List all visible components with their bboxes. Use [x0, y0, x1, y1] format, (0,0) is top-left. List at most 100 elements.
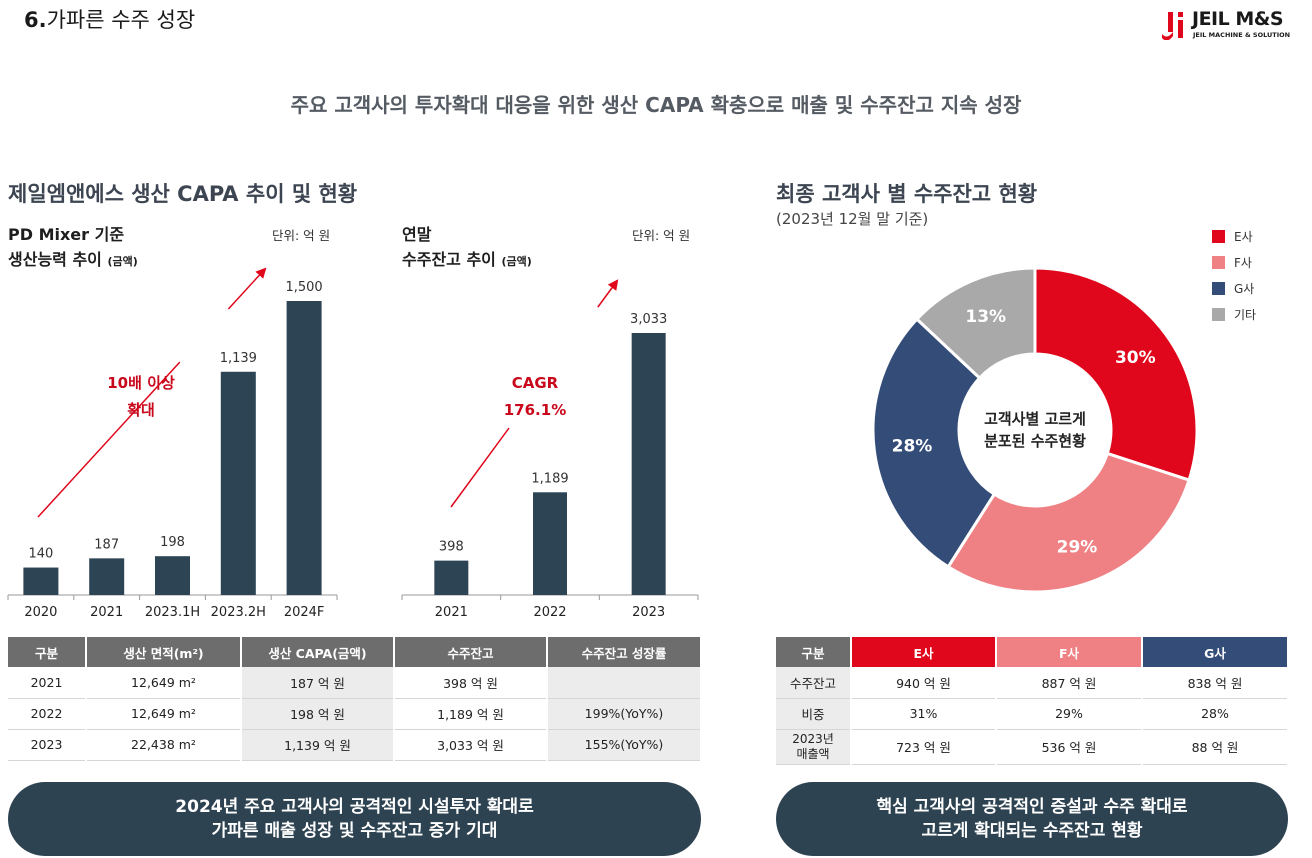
- capa-chart-unit: 단위: 억 원: [272, 228, 331, 243]
- left-section-title: 제일엠앤에스 생산 CAPA 추이 및 현황: [8, 182, 358, 206]
- section-title: 가파른 수주 성장: [46, 8, 196, 32]
- bar-value-label: 398: [439, 540, 464, 555]
- growth-arrow-icon: [37, 267, 267, 518]
- table-cell: 비중: [776, 698, 852, 730]
- table-cell: 199%(YoY%): [547, 698, 702, 730]
- capa-table: 구분 생산 면적(m²) 생산 CAPA(금액) 수주잔고 수주잔고 성장률 2…: [8, 637, 702, 761]
- right-section-subtitle: (2023년 12월 말 기준): [776, 210, 929, 228]
- page-title: 6.가파른 수주 성장: [24, 4, 195, 34]
- donut-chart: 30% 29% 28% 13% 고객사별 고르게 분포된 수주현황: [871, 266, 1199, 594]
- donut-center-line2: 분포된 수주현황: [984, 432, 1086, 450]
- legend-swatch: [1212, 308, 1225, 321]
- table-cell: 22,438 m²: [86, 729, 242, 761]
- legend-swatch: [1212, 282, 1225, 295]
- table-row: 수주잔고 940 억 원 887 억 원 838 억 원: [776, 667, 1289, 699]
- right-summary-pill: 핵심 고객사의 공격적인 증설과 수주 확대로 고르게 확대되는 수주잔고 현황: [776, 782, 1288, 856]
- bar-2022: [533, 492, 567, 595]
- legend-swatch: [1212, 256, 1225, 269]
- capa-table-header-row: 구분 생산 면적(m²) 생산 CAPA(금액) 수주잔고 수주잔고 성장률: [8, 637, 702, 667]
- bar-2021: [434, 560, 469, 595]
- bar-value-label: 198: [160, 535, 185, 550]
- bar-value-label: 140: [28, 547, 53, 562]
- donut-slice-G사: [871, 316, 997, 569]
- table-cell: 187 억 원: [241, 667, 395, 699]
- logo-mark-icon: [1162, 12, 1183, 40]
- logo-name: JEIL M&S: [1192, 8, 1284, 30]
- growth-annotation: CAGR: [512, 374, 559, 392]
- table-cell: 723 억 원: [851, 729, 997, 765]
- customer-table-header: F사: [996, 637, 1143, 667]
- capa-table-header: 구분: [8, 637, 87, 667]
- table-cell: 2021: [8, 667, 87, 699]
- x-tick-label: 2023: [632, 605, 665, 620]
- slice-percent-label: 29%: [1057, 538, 1098, 558]
- table-cell: 88 억 원: [1142, 729, 1289, 765]
- capa-table-header: 수주잔고 성장률: [547, 637, 702, 667]
- table-cell: 12,649 m²: [86, 698, 242, 730]
- table-cell: 2023: [8, 729, 87, 761]
- bar-2021: [89, 558, 125, 595]
- backlog-chart-title: 연말 수주잔고 추이 (금액): [402, 222, 532, 274]
- x-tick-label: 2024F: [284, 605, 325, 620]
- left-summary-line1: 2024년 주요 고객사의 공격적인 시설투자 확대로: [175, 797, 534, 817]
- table-cell: [547, 667, 702, 699]
- bar-value-label: 1,139: [220, 351, 257, 366]
- bar-2024F: [286, 301, 322, 595]
- growth-annotation: 확대: [127, 401, 155, 419]
- x-tick-label: 2023.1H: [145, 605, 200, 620]
- table-cell: 12,649 m²: [86, 667, 242, 699]
- table-cell: 198 억 원: [241, 698, 395, 730]
- capa-table-header: 생산 면적(m²): [86, 637, 242, 667]
- capa-bar-chart: 140 2020 187 2021 198 2023.1H 1,139 2023.2H 1,50…: [7, 267, 338, 620]
- bar-2023.2H: [220, 371, 256, 595]
- table-cell: 1,189 억 원: [394, 698, 548, 730]
- left-summary-line2: 가파른 매출 성장 및 수주잔고 증가 기대: [211, 821, 498, 841]
- capa-table-header: 수주잔고: [394, 637, 548, 667]
- section-number: 6.: [24, 8, 47, 32]
- legend-swatch: [1212, 230, 1225, 243]
- right-summary-line2: 고르게 확대되는 수주잔고 현황: [921, 821, 1143, 841]
- table-row: 비중 31% 29% 28%: [776, 698, 1289, 730]
- table-cell: 31%: [851, 698, 997, 730]
- customer-table-header: 구분: [776, 637, 852, 667]
- slice-percent-label: 30%: [1115, 348, 1156, 368]
- page-subtitle: 주요 고객사의 투자확대 대응을 위한 생산 CAPA 확충으로 매출 및 수주…: [290, 93, 1022, 117]
- growth-arrow-icon: [450, 279, 619, 508]
- right-summary-line1: 핵심 고객사의 공격적인 증설과 수주 확대로: [876, 797, 1188, 817]
- bar-2023: [631, 333, 666, 595]
- table-cell: 3,033 억 원: [394, 729, 548, 761]
- table-cell: 838 억 원: [1142, 667, 1289, 699]
- backlog-chart-title-suffix: (금액): [501, 255, 532, 268]
- x-tick-label: 2022: [533, 605, 566, 620]
- table-cell: 2022: [8, 698, 87, 730]
- table-cell: 수주잔고: [776, 667, 852, 699]
- bar-value-label: 1,189: [531, 471, 568, 486]
- bar-value-label: 187: [94, 537, 119, 552]
- x-tick-label: 2020: [24, 605, 57, 620]
- customer-table-header-row: 구분 E사 F사 G사: [776, 637, 1289, 667]
- table-cell: 28%: [1142, 698, 1289, 730]
- legend-item-e: E사: [1212, 228, 1253, 245]
- table-row: 2023 22,438 m² 1,139 억 원 3,033 억 원 155%(…: [8, 729, 702, 761]
- donut-center-line1: 고객사별 고르게: [984, 410, 1086, 428]
- logo-subtext: JEIL MACHINE & SOLUTION: [1193, 31, 1291, 39]
- customer-table-header: E사: [851, 637, 997, 667]
- customer-table-header: G사: [1142, 637, 1289, 667]
- table-cell: 155%(YoY%): [547, 729, 702, 761]
- slice-percent-label: 13%: [965, 307, 1006, 327]
- table-cell: 940 억 원: [851, 667, 997, 699]
- table-row: 2022 12,649 m² 198 억 원 1,189 억 원 199%(Yo…: [8, 698, 702, 730]
- legend-label: E사: [1234, 230, 1253, 244]
- legend-label: 기타: [1234, 308, 1257, 322]
- customer-table: 구분 E사 F사 G사 수주잔고 940 억 원 887 억 원 838 억 원…: [776, 637, 1289, 765]
- backlog-chart-unit: 단위: 억 원: [632, 228, 691, 243]
- table-cell: 887 억 원: [996, 667, 1143, 699]
- bar-2023.1H: [155, 556, 190, 595]
- legend-item-g: G사: [1212, 280, 1254, 297]
- x-tick-label: 2021: [435, 605, 468, 620]
- table-cell: 1,139 억 원: [241, 729, 395, 761]
- donut-slice-F사: [946, 451, 1191, 594]
- backlog-bar-chart: 398 2021 1,189 2022 3,033 2023 CAGR 176.1%: [401, 279, 699, 620]
- capa-table-header: 생산 CAPA(금액): [241, 637, 395, 667]
